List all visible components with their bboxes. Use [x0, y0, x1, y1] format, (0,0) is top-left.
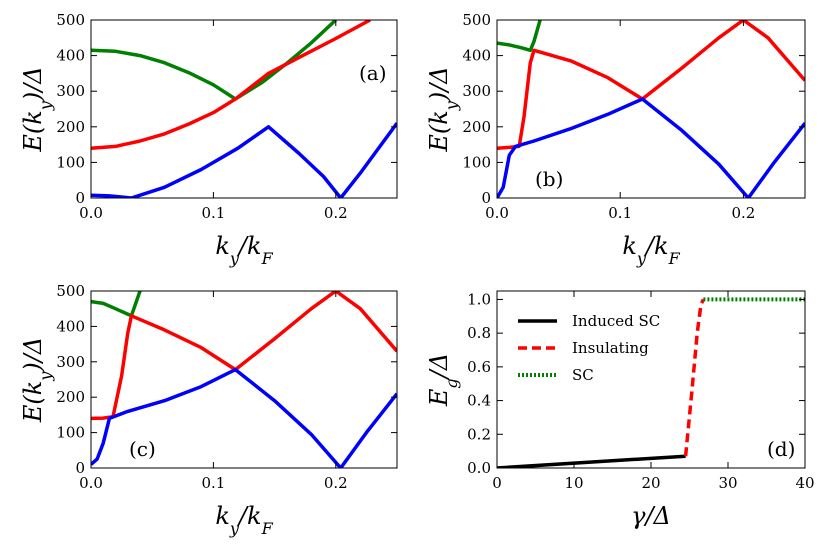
x-tick-label: 0.2 [324, 204, 348, 222]
y-tick-label: 1.0 [467, 290, 491, 308]
panel-c-frame [90, 290, 398, 469]
y-tick-label: 0.0 [467, 459, 491, 477]
y-tick-label: 100 [56, 153, 85, 171]
series-red-line [497, 20, 805, 150]
x-tick-label: 0.1 [201, 204, 225, 222]
y-axis-label: E(ky)/Δ [19, 66, 55, 152]
y-tick-label: 100 [462, 153, 491, 171]
panel-b-frame [496, 19, 806, 199]
y-tick-label: 300 [56, 82, 85, 100]
panel-label: (a) [359, 61, 387, 85]
panel-a: 0.0 0.1 0.2 0 100 200 300 400 500 ky/kF E(ky)/Δ (a) [19, 11, 398, 268]
y-tick-label: 300 [56, 353, 85, 371]
series-insulating-line [683, 298, 705, 457]
y-tick-label: 0 [481, 189, 491, 207]
y-tick-label: 200 [56, 118, 85, 136]
y-tick-label: 0.6 [467, 358, 491, 376]
y-tick-label: 100 [56, 424, 85, 442]
x-tick-label: 0.0 [485, 204, 509, 222]
x-axis-label: ky/kF [215, 232, 273, 268]
y-tick-label: 0.2 [467, 425, 491, 443]
series-blue-line [91, 367, 397, 468]
y-axis-label: E(ky)/Δ [425, 66, 461, 152]
y-tick-label: 200 [56, 388, 85, 406]
x-tick-label: 0.1 [201, 474, 225, 492]
panel-label: (d) [767, 437, 795, 461]
y-tick-label: 200 [462, 118, 491, 136]
x-tick-label: 0.0 [79, 474, 103, 492]
x-tick-label: 40 [795, 474, 814, 492]
y-tick-label: 500 [56, 11, 85, 29]
y-tick-label: 400 [462, 47, 491, 65]
panel-label: (b) [535, 167, 563, 191]
x-tick-label: 20 [641, 474, 660, 492]
y-tick-label: 0.8 [467, 324, 491, 342]
x-tick-label: 0 [492, 474, 502, 492]
x-tick-label: 30 [718, 474, 737, 492]
y-axis-label: E(ky)/Δ [19, 337, 55, 423]
y-tick-label: 500 [462, 11, 491, 29]
x-tick-label: 10 [564, 474, 583, 492]
x-axis-label: γ/Δ [631, 502, 671, 530]
x-tick-label: 0.2 [731, 204, 755, 222]
y-axis-label: Eg/Δ [425, 353, 461, 407]
y-tick-label: 400 [56, 47, 85, 65]
panel-d: 0 10 20 30 40 0.0 0.2 0.4 0.6 0.8 1.0 γ/Δ Eg/Δ (d) Ind… [425, 290, 815, 530]
legend-label: Induced SC [572, 312, 660, 330]
y-tick-label: 500 [56, 282, 85, 300]
legend-label: Insulating [572, 339, 649, 357]
y-tick-label: 0.4 [467, 392, 491, 410]
series-green-line [91, 291, 142, 318]
panel-a-frame [90, 19, 398, 199]
legend-label: SC [572, 366, 594, 384]
panel-c: 0.0 0.1 0.2 0 100 200 300 400 500 ky/kF E(ky)/Δ (c) [19, 282, 398, 538]
y-tick-label: 400 [56, 317, 85, 335]
panel-b: 0.0 0.1 0.2 0 100 200 300 400 500 ky/kF E(ky)/Δ (b) [425, 11, 806, 268]
series-blue-line [497, 97, 805, 198]
x-tick-label: 0.0 [79, 204, 103, 222]
series-green-line [497, 20, 542, 53]
series-red-line [91, 291, 397, 421]
series-red-line [91, 20, 371, 150]
x-tick-label: 0.2 [324, 474, 348, 492]
legend: Induced SC Insulating SC [518, 312, 660, 384]
series-induced-sc-line [497, 454, 686, 468]
panel-label: (c) [129, 437, 156, 461]
y-tick-label: 0 [75, 189, 85, 207]
x-axis-label: ky/kF [622, 232, 680, 268]
y-tick-label: 0 [75, 459, 85, 477]
y-tick-label: 300 [462, 82, 491, 100]
x-tick-label: 0.1 [608, 204, 632, 222]
x-axis-label: ky/kF [215, 502, 273, 538]
series-blue-line [91, 122, 397, 198]
series-green-line [91, 20, 337, 101]
